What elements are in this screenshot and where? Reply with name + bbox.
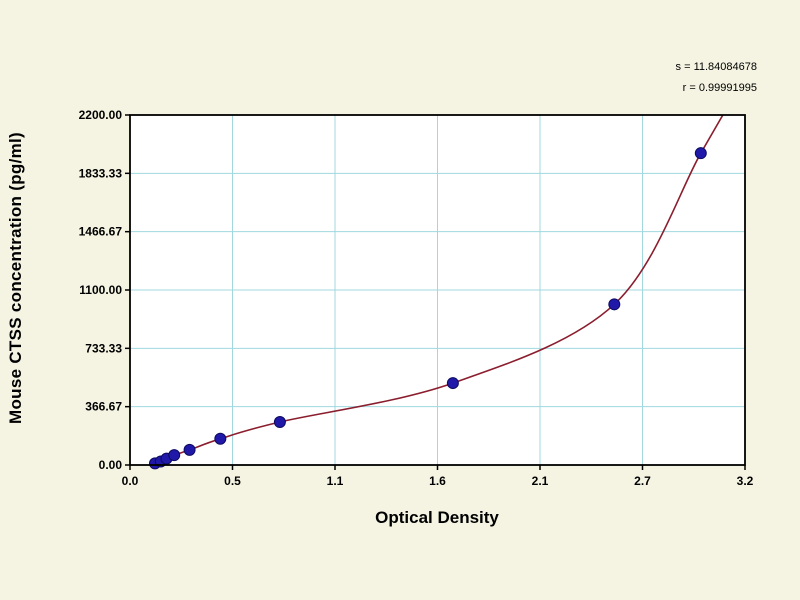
x-tick-label: 0.0	[122, 474, 139, 488]
plot-border	[129, 114, 746, 466]
fit-stat-s: s = 11.84084678	[675, 61, 757, 73]
y-tick-label: 366.67	[85, 400, 122, 414]
x-axis-title: Optical Density	[375, 508, 499, 527]
x-tick-label: 2.7	[634, 474, 651, 488]
y-axis-title: Mouse CTSS concentration (pg/ml)	[6, 131, 25, 425]
x-tick-label: 1.1	[327, 474, 344, 488]
x-tick-label: 2.1	[532, 474, 549, 488]
y-tick-label: 2200.00	[79, 108, 123, 122]
data-point	[273, 416, 286, 429]
x-tick-label: 0.5	[224, 474, 241, 488]
fit-stat-r: r = 0.99991995	[682, 82, 757, 94]
data-point	[446, 377, 459, 390]
data-point	[608, 298, 621, 311]
data-point	[168, 449, 181, 462]
data-point	[183, 443, 196, 456]
y-tick-label: 1100.00	[79, 283, 122, 297]
x-tick-label: 1.6	[429, 474, 446, 488]
y-tick-label: 733.33	[85, 341, 122, 355]
y-tick-label: 1833.33	[79, 166, 123, 180]
fit-statistics: s = 11.84084678 r = 0.99991995	[676, 57, 757, 99]
data-point	[694, 147, 707, 160]
y-tick-label: 0.00	[99, 458, 123, 472]
data-point	[214, 432, 227, 445]
x-tick-label: 3.2	[737, 474, 754, 488]
y-tick-label: 1466.67	[79, 225, 123, 239]
